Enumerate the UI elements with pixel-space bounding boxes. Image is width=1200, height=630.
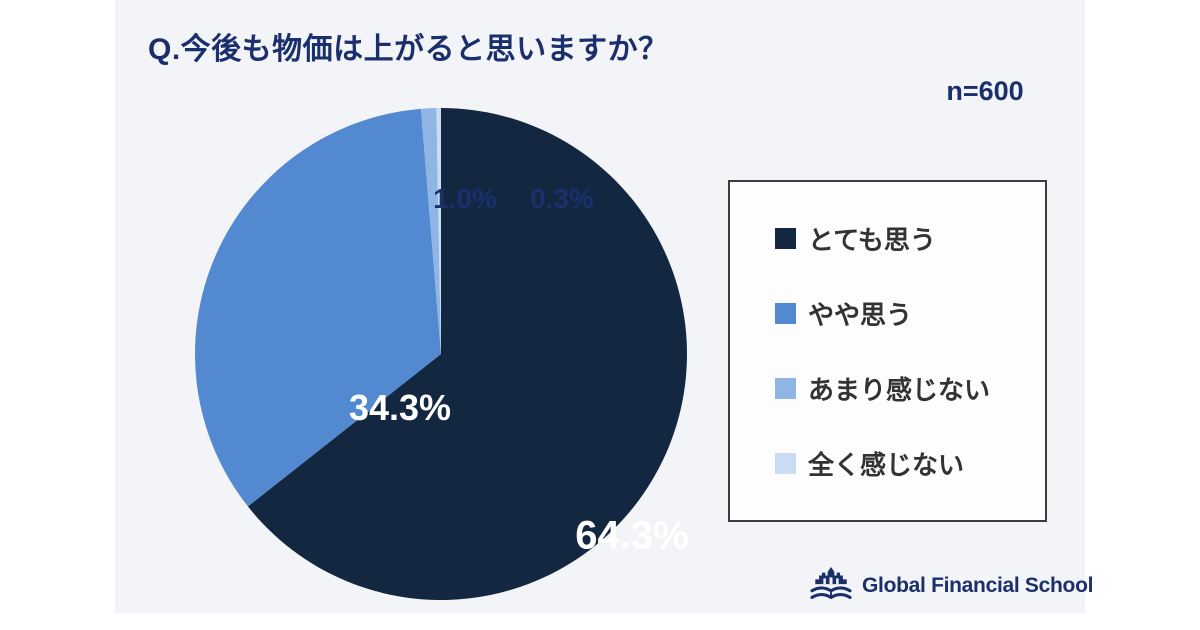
- legend-swatch-icon: [775, 228, 796, 249]
- legend-label: 全く感じない: [808, 450, 965, 480]
- pie-svg: [195, 108, 687, 600]
- legend-label: あまり感じない: [808, 375, 991, 405]
- pie-slice-amari-kanjinai: [420, 108, 441, 354]
- legend-item-amari-kanjinai: あまり感じない: [775, 370, 1045, 407]
- legend-item-mattaku-kanjinai: 全く感じない: [775, 445, 1045, 482]
- legend-item-yaya-omou: やや思う: [775, 295, 1045, 332]
- pie-slice-mattaku-kanjinai: [436, 108, 441, 354]
- sample-size-label: n=600: [946, 76, 1024, 106]
- legend-label: とても思う: [808, 225, 936, 255]
- brand-name: Global Financial School: [862, 574, 1094, 597]
- chart-card: Q.今後も物価は上がると思いますか？ n=600 64.3% 34.3% 1.0…: [115, 0, 1093, 613]
- pie-chart: 64.3% 34.3% 1.0% 0.3%: [195, 108, 689, 600]
- legend-swatch-icon: [775, 378, 796, 399]
- legend-label: やや思う: [808, 300, 913, 330]
- brand-logo: Global Financial School: [808, 566, 1093, 606]
- legend-swatch-icon: [775, 453, 796, 474]
- chart-title: Q.今後も物価は上がると思いますか？: [148, 33, 669, 66]
- legend-swatch-icon: [775, 303, 796, 324]
- pie-slice-yaya-omou: [195, 108, 441, 507]
- legend-item-totemo-omou: とても思う: [775, 220, 1045, 257]
- legend-box: とても思う やや思う あまり感じない 全く感じない: [728, 180, 1047, 522]
- pie-slice-totemo-omou: [247, 108, 687, 600]
- gfs-book-crest-icon: [810, 566, 852, 600]
